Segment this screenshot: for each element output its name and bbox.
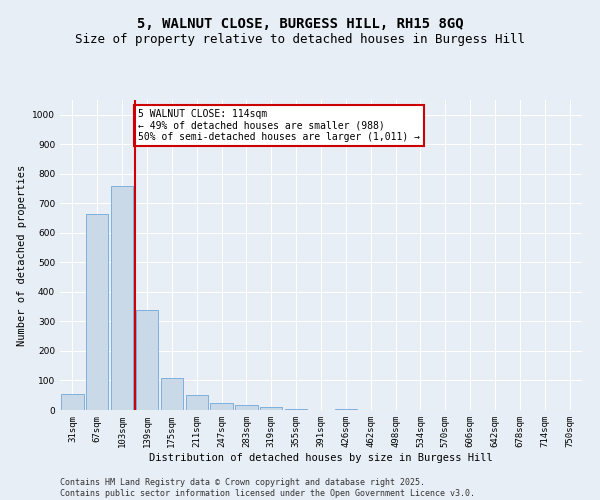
Bar [161,378,183,410]
Y-axis label: Number of detached properties: Number of detached properties [17,164,26,346]
Bar [285,408,307,410]
Bar [61,394,83,410]
Bar [211,402,233,410]
Text: Size of property relative to detached houses in Burgess Hill: Size of property relative to detached ho… [75,32,525,46]
Bar [111,186,133,410]
Bar [136,310,158,410]
Bar [185,395,208,410]
Bar [260,407,283,410]
Text: 5 WALNUT CLOSE: 114sqm
← 49% of detached houses are smaller (988)
50% of semi-de: 5 WALNUT CLOSE: 114sqm ← 49% of detached… [139,109,420,142]
Text: Contains HM Land Registry data © Crown copyright and database right 2025.
Contai: Contains HM Land Registry data © Crown c… [60,478,475,498]
X-axis label: Distribution of detached houses by size in Burgess Hill: Distribution of detached houses by size … [149,452,493,462]
Bar [235,404,257,410]
Bar [86,214,109,410]
Text: 5, WALNUT CLOSE, BURGESS HILL, RH15 8GQ: 5, WALNUT CLOSE, BURGESS HILL, RH15 8GQ [137,18,463,32]
